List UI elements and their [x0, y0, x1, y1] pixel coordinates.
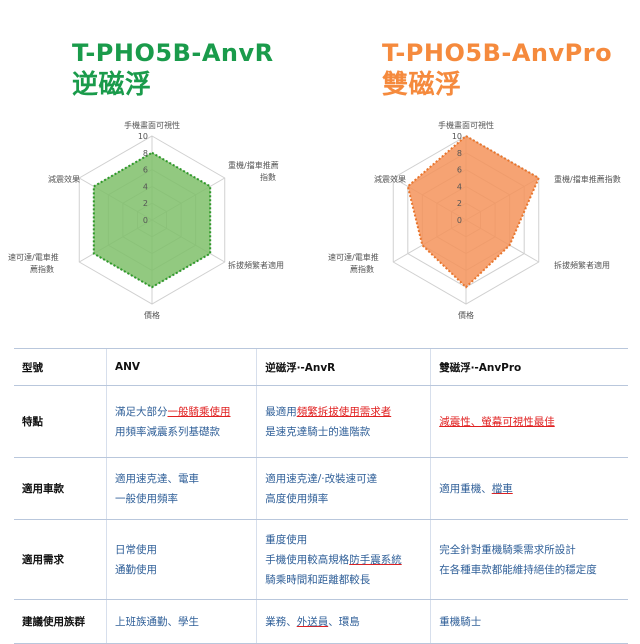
tick-label: 6	[457, 166, 462, 175]
vehicles-anv: 適用速克達、電車 一般使用頻率	[105, 457, 257, 520]
tick-label: 2	[457, 199, 462, 208]
series-area	[406, 134, 541, 289]
header-anvr: 逆磁浮‧-AnvR	[256, 348, 431, 386]
features-anvpro: 減震性、螢幕可視性最佳	[430, 385, 628, 458]
axis-label: 速可達/電車推薦指數	[328, 252, 379, 274]
text: 適用速克達、電車	[115, 472, 199, 485]
spec-comparison-table: 型號 ANV 逆磁浮‧-AnvR 雙磁浮‧-AnvPro 特點 滿足大部分一般騎…	[14, 348, 628, 644]
axis-label: 重機/擋車推薦指數	[228, 160, 279, 182]
left-product-name: 逆磁浮	[72, 70, 152, 100]
audience-anv: 上班族通勤、學生	[105, 599, 257, 644]
axis-label-line: 速可達/電車推	[8, 252, 59, 262]
tick-label: 8	[143, 149, 148, 158]
table-row: 適用需求 日常使用 通勤使用 重度使用 手機使用較高規格防手震系統 騎乘時間和距…	[14, 519, 628, 600]
text: 通勤使用	[115, 563, 157, 576]
tick-label: 6	[143, 166, 148, 175]
text: 重機騎士	[439, 615, 482, 628]
tick-label: 0	[143, 216, 148, 225]
needs-anv: 日常使用 通勤使用	[105, 519, 257, 600]
text: 業務、	[265, 615, 297, 628]
vehicles-anvr: 適用速克達/‧改裝速可達 高度使用頻率	[256, 457, 431, 520]
vehicles-anvpro: 適用重機、檔車	[430, 457, 628, 520]
axis-label: 減震效果	[374, 174, 406, 184]
text: 上班族通勤、學生	[115, 615, 199, 628]
features-anvr: 最適用頻繁拆拔使用需求者 是速克達騎士的進階款	[256, 385, 431, 458]
row-label-features: 特點	[14, 385, 107, 458]
axis-label-line: 薦指數	[350, 264, 374, 274]
text: 是速克達騎士的進階款	[265, 425, 371, 438]
text: 騎乘時間和距離都較長	[265, 573, 371, 586]
axis-label: 重機/擋車推薦指數	[554, 174, 621, 184]
right-model-title: T-PHO5B-AnvPro	[382, 39, 613, 67]
axis-label-line: 速可達/電車推	[328, 252, 379, 262]
features-anv: 滿足大部分一般騎乘使用 用頻率減震系列基礎款	[105, 385, 257, 458]
tick-label: 4	[457, 182, 462, 191]
text: 最適用	[265, 405, 297, 418]
series-area	[92, 151, 212, 289]
text: 完全針對重機騎乘需求所設計	[439, 543, 576, 556]
highlight-text: 一般騎乘使用	[167, 405, 231, 418]
text: 高度使用頻率	[265, 492, 329, 505]
header-model: 型號	[14, 348, 107, 386]
table-row: 適用車款 適用速克達、電車 一般使用頻率 適用速克達/‧改裝速可達 高度使用頻率…	[14, 457, 628, 520]
text: 在各種車款都能維持絕佳的穩定度	[439, 563, 597, 576]
audience-anvpro: 重機騎士	[430, 599, 628, 644]
row-label-audience: 建議使用族群	[14, 599, 107, 644]
highlight-text: 減震性、螢幕可視性最佳	[439, 415, 555, 428]
row-label-vehicles: 適用車款	[14, 457, 107, 520]
table-row: 特點 滿足大部分一般騎乘使用 用頻率減震系列基礎款 最適用頻繁拆拔使用需求者 是…	[14, 385, 628, 458]
row-label-needs: 適用需求	[14, 519, 107, 600]
tick-label: 10	[452, 132, 462, 141]
axis-label-line: 重機/擋車推薦	[228, 160, 279, 170]
needs-anvr: 重度使用 手機使用較高規格防手震系統 騎乘時間和距離都較長	[256, 519, 431, 600]
text: 一般使用頻率	[115, 492, 178, 505]
text: 日常使用	[115, 543, 157, 556]
text: 滿足大部分	[115, 405, 168, 418]
highlight-text: 防手震系統	[349, 553, 402, 566]
axis-label: 價格	[458, 310, 474, 320]
right-product-name: 雙磁浮	[382, 70, 462, 100]
axis-label: 價格	[144, 310, 160, 320]
axis-label: 手機畫面可視性	[124, 120, 180, 130]
needs-anvpro: 完全針對重機騎乘需求所設計 在各種車款都能維持絕佳的穩定度	[430, 519, 628, 600]
table-row: 建議使用族群 上班族通勤、學生 業務、外送員、環島 重機騎士	[14, 599, 628, 644]
text: 適用重機、	[439, 482, 492, 495]
axis-label: 拆拔頻繁者適用	[228, 260, 284, 270]
tick-label: 10	[138, 132, 148, 141]
tick-label: 0	[457, 216, 462, 225]
axis-label: 速可達/電車推薦指數	[8, 252, 59, 274]
audience-anvr: 業務、外送員、環島	[256, 599, 431, 644]
axis-label-line: 薦指數	[30, 264, 54, 274]
text: 適用速克達/‧改裝速可達	[265, 472, 378, 485]
text: 重度使用	[265, 533, 308, 546]
axis-label-line: 指數	[260, 172, 276, 182]
text: 用頻率減震系列基礎款	[115, 425, 220, 438]
table-header-row: 型號 ANV 逆磁浮‧-AnvR 雙磁浮‧-AnvPro	[14, 348, 628, 386]
highlight-text: 外送員	[296, 615, 329, 628]
highlight-text: 檔車	[491, 482, 513, 495]
axis-label: 拆拔頻繁者適用	[554, 260, 610, 270]
axis-label: 減震效果	[48, 174, 80, 184]
header-anv: ANV	[105, 348, 257, 386]
tick-label: 8	[457, 149, 462, 158]
tick-label: 2	[143, 199, 148, 208]
tick-label: 4	[143, 182, 148, 191]
axis-label: 手機畫面可視性	[438, 120, 494, 130]
text: 、環島	[328, 615, 360, 628]
highlight-text: 頻繁拆拔使用需求者	[296, 405, 392, 418]
header-anvpro: 雙磁浮‧-AnvPro	[430, 348, 628, 386]
text: 手機使用較高規格	[265, 553, 350, 566]
left-model-title: T-PHO5B-AnvR	[72, 39, 274, 67]
